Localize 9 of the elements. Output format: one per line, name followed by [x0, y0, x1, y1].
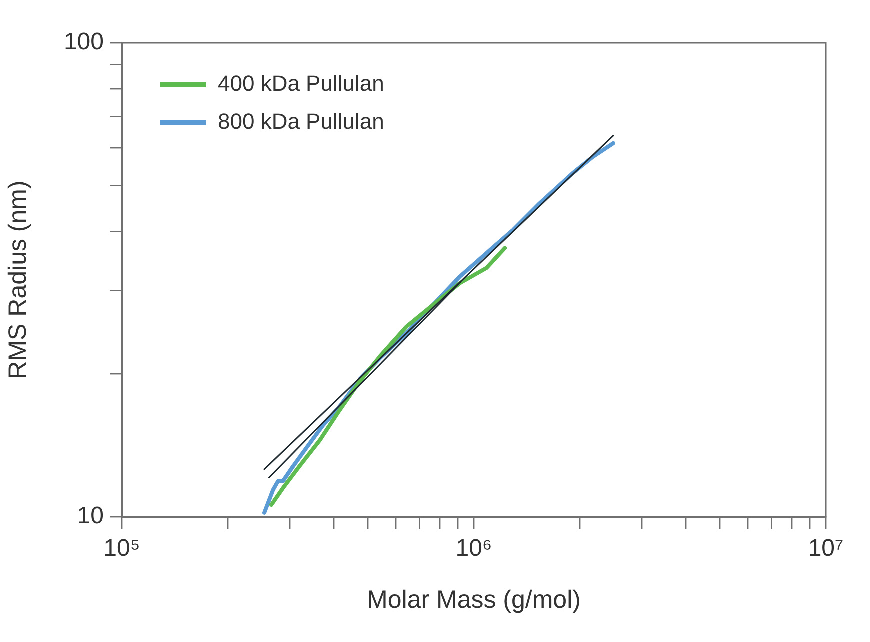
- x-tick-label: 10⁷: [808, 535, 844, 562]
- y-tick-label: 100: [64, 28, 104, 56]
- x-tick-label: 10⁶: [456, 535, 492, 562]
- legend-label: 800 kDa Pullulan: [218, 109, 384, 134]
- y-tick-label: 10: [77, 502, 104, 530]
- x-tick-label: 10⁵: [104, 535, 140, 562]
- x-axis-title: Molar Mass (g/mol): [367, 586, 581, 614]
- y-axis-title: RMS Radius (nm): [4, 180, 32, 380]
- legend-label: 400 kDa Pullulan: [218, 71, 384, 96]
